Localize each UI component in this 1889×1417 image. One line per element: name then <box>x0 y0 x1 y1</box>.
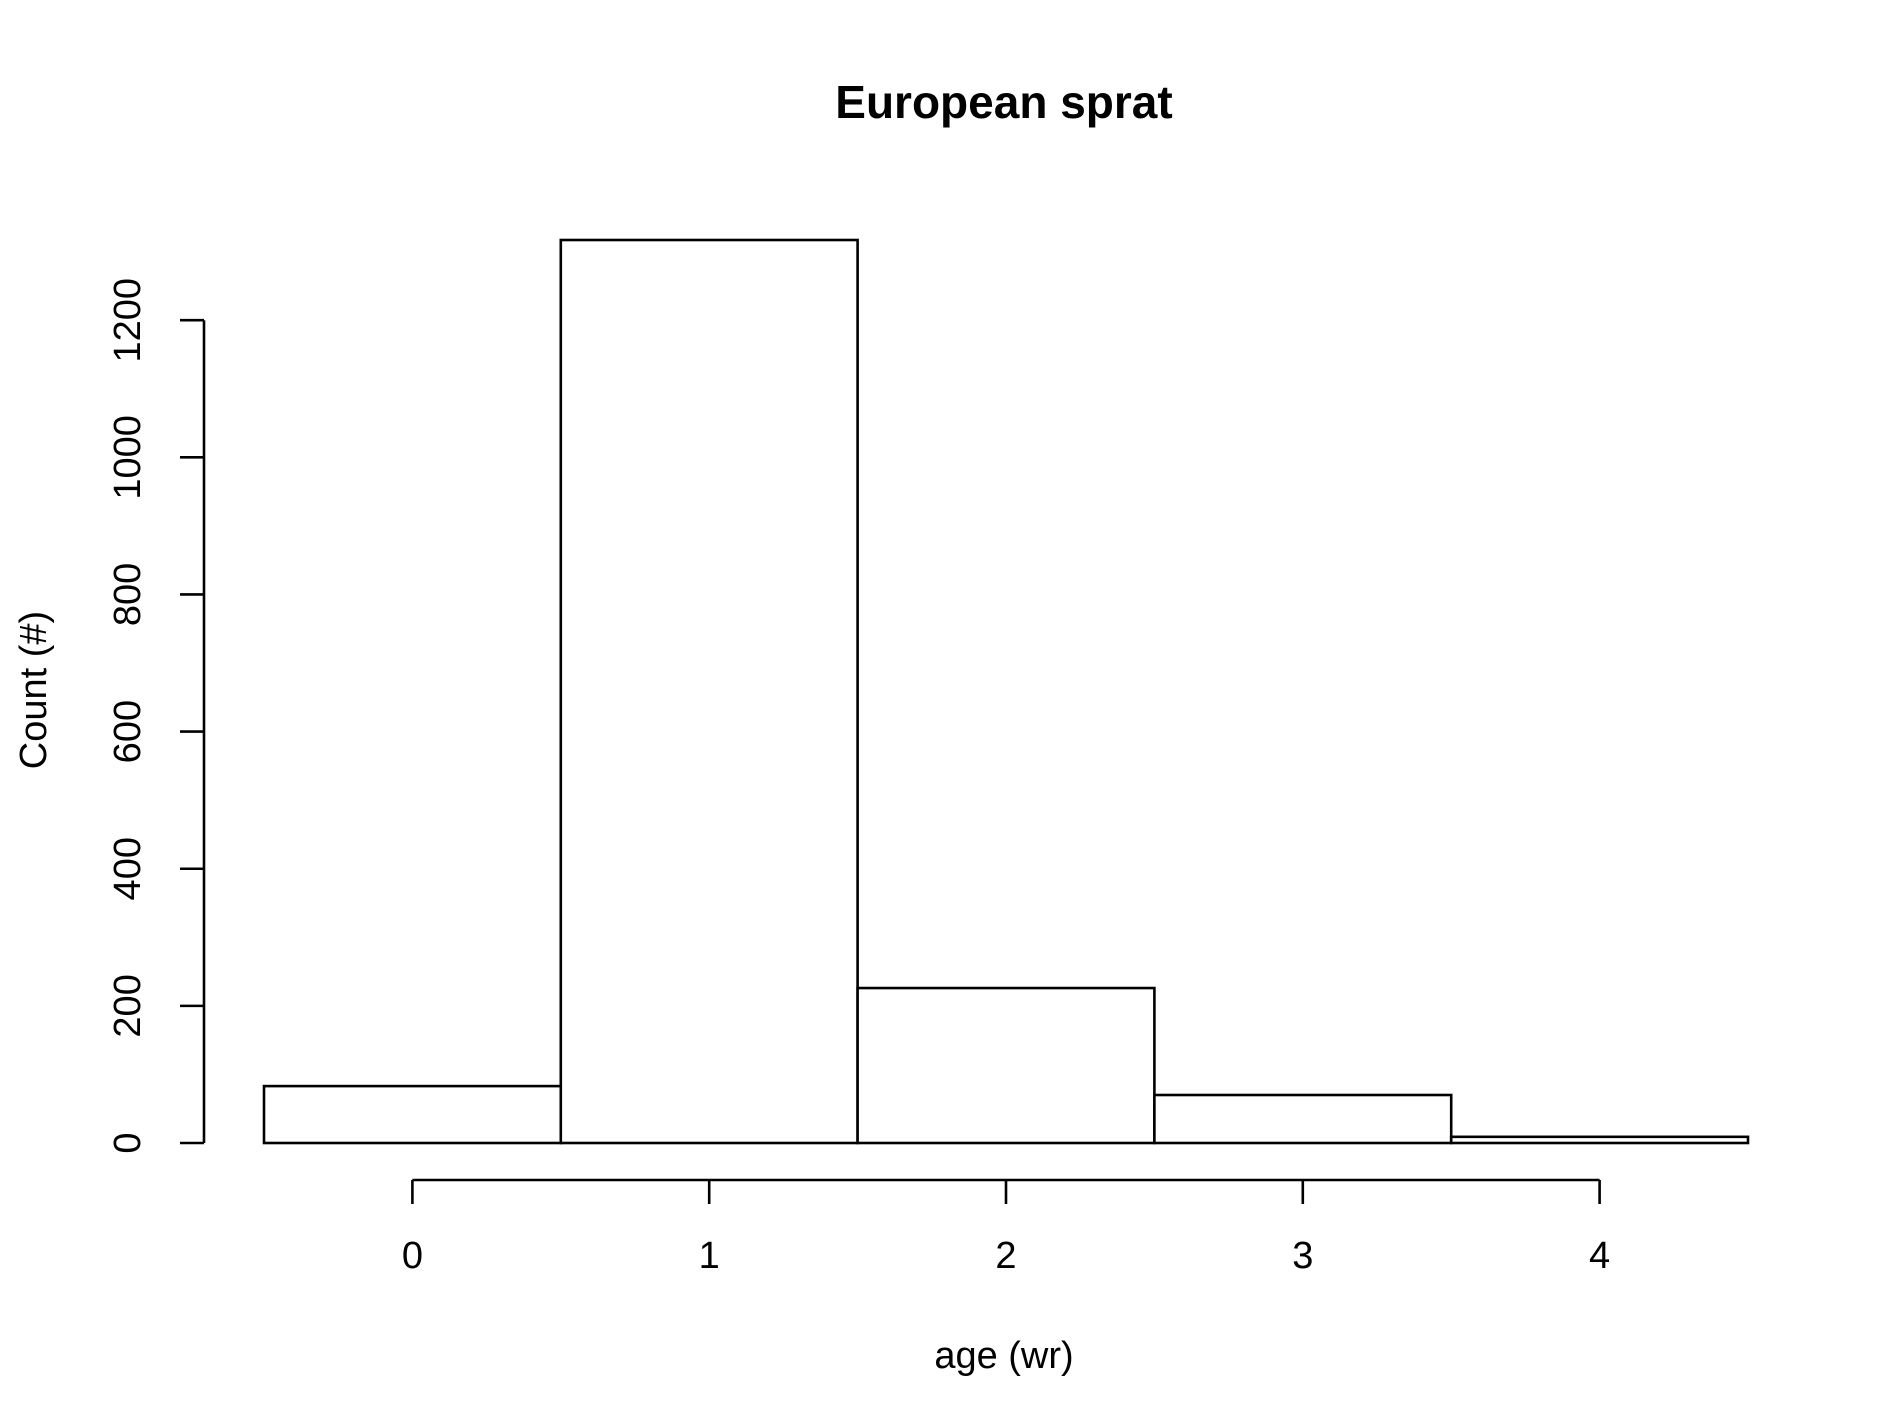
y-tick-label: 1000 <box>107 415 149 500</box>
y-tick-label: 600 <box>107 700 149 763</box>
histogram-bar <box>1153 1093 1453 1145</box>
x-tick-label: 1 <box>699 1235 720 1277</box>
y-tick-label: 800 <box>107 563 149 626</box>
x-tick-label: 2 <box>995 1235 1016 1277</box>
chart-title: European sprat <box>835 76 1172 128</box>
histogram-bar <box>856 986 1156 1145</box>
y-tick-label: 1200 <box>107 278 149 363</box>
y-axis-label: Count (#) <box>13 611 55 769</box>
histogram-bar <box>559 238 859 1145</box>
y-tick-label: 0 <box>107 1132 149 1153</box>
histogram-bar <box>262 1084 563 1145</box>
x-axis-label: age (wr) <box>934 1335 1073 1377</box>
x-axis: 0 1 2 3 4 <box>402 1178 1610 1277</box>
x-tick-label: 4 <box>1589 1235 1610 1277</box>
y-tick-label: 200 <box>107 974 149 1037</box>
y-axis: 0 200 400 600 800 1000 1200 <box>107 278 206 1154</box>
x-tick-label: 0 <box>402 1235 423 1277</box>
histogram-bars <box>262 238 1750 1145</box>
y-tick-label: 400 <box>107 837 149 900</box>
x-tick-label: 3 <box>1292 1235 1313 1277</box>
histogram-bar <box>1449 1135 1750 1145</box>
